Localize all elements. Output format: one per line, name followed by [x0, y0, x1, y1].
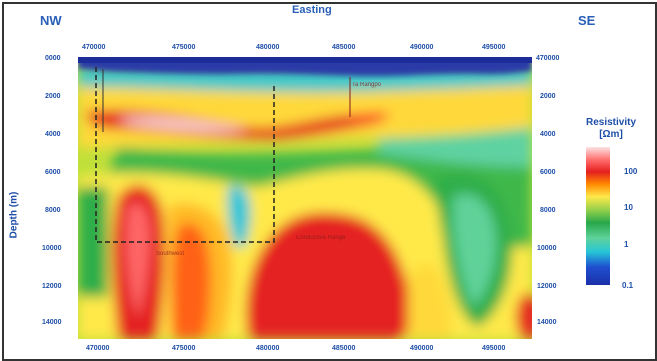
legend-title: Resistivity [Ωm]	[571, 117, 651, 141]
x-tick-top: 470000	[82, 44, 106, 51]
legend-tick: 1	[624, 240, 629, 249]
y-tick-left: 8000	[45, 207, 61, 214]
x-tick-bottom: 475000	[172, 345, 196, 352]
annotation-left-zone: Southwest	[156, 251, 185, 257]
se-label: SE	[578, 13, 596, 28]
x-tick-bottom: 485000	[332, 345, 356, 352]
x-tick-top: 495000	[482, 44, 506, 51]
x-tick-bottom: 490000	[410, 345, 434, 352]
x-tick-bottom: 495000	[482, 345, 506, 352]
y-tick-left: 10000	[42, 245, 62, 252]
annotation-top-marker: Ta Rangpo	[352, 82, 382, 88]
y-tick-right: 6000	[540, 169, 556, 176]
x-tick-top: 485000	[332, 44, 356, 51]
y-tick-right: 4000	[540, 131, 556, 138]
y-tick-right: 470000	[536, 55, 560, 62]
y-tick-right: 14000	[537, 319, 557, 326]
y-tick-left: 6000	[45, 169, 61, 176]
legend-title-line2: [Ωm]	[599, 129, 623, 140]
resistivity-section	[78, 57, 532, 339]
y-tick-left: 12000	[42, 283, 62, 290]
annotation-conductive-range: Conductive Range	[296, 235, 346, 241]
x-tick-top: 490000	[410, 44, 434, 51]
legend-tick: 0.1	[622, 281, 634, 290]
x-tick-bottom: 480000	[256, 345, 280, 352]
y-tick-right: 8000	[540, 207, 556, 214]
y-tick-left: 0000	[45, 55, 61, 62]
y-axis-label: Depth (m)	[8, 191, 20, 239]
resistivity-section-image	[78, 57, 532, 339]
y-tick-right: 2000	[540, 93, 556, 100]
y-tick-right: 12000	[537, 283, 557, 290]
x-tick-top: 475000	[172, 44, 196, 51]
legend-title-line1: Resistivity	[585, 117, 637, 128]
y-tick-right: 10000	[537, 245, 557, 252]
y-tick-left: 4000	[45, 131, 61, 138]
axis-title-easting: Easting	[292, 4, 332, 16]
nw-label: NW	[40, 13, 62, 28]
y-tick-left: 14000	[42, 319, 62, 326]
legend-tick: 100	[624, 167, 638, 176]
legend-tick: 10	[624, 203, 633, 212]
resistivity-colorbar	[586, 147, 610, 285]
x-tick-bottom: 470000	[86, 345, 110, 352]
y-tick-left: 2000	[45, 93, 61, 100]
x-tick-top: 480000	[256, 44, 280, 51]
